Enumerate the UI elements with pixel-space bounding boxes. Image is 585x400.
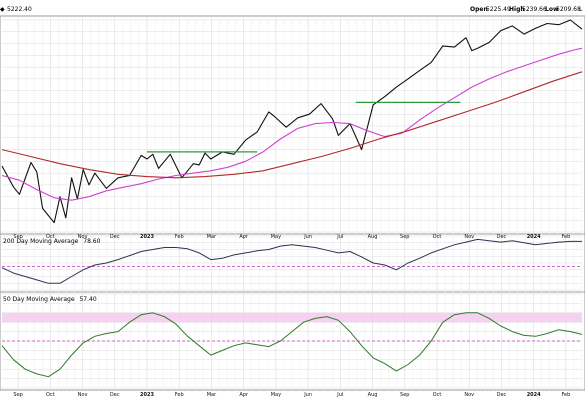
high-label: High bbox=[509, 6, 525, 13]
x-tick-label: Jun bbox=[303, 392, 312, 398]
x-tick-label: Nov bbox=[464, 392, 474, 398]
ind2-title: 50 Day Moving Average 57.40 bbox=[3, 296, 97, 303]
ind2-last-value: 57.40 bbox=[79, 296, 96, 303]
ind1-title: 200 Day Moving Average 78.60 bbox=[3, 238, 101, 245]
ind1-last-value: 78.60 bbox=[83, 238, 100, 245]
x-tick-label: Dec bbox=[497, 392, 507, 398]
x-tick-label: Oct bbox=[46, 234, 55, 240]
x-tick-label: Jun bbox=[303, 234, 312, 240]
x-tick-label: Aug bbox=[368, 392, 378, 398]
x-tick-label: 2024 bbox=[527, 392, 541, 398]
x-tick-label: Sep bbox=[400, 234, 409, 240]
series-lines bbox=[1, 19, 583, 378]
price-tag-arrow: ◆ bbox=[0, 6, 5, 13]
ind2-title-text: 50 Day Moving Average bbox=[3, 296, 75, 303]
x-tick-label: May bbox=[271, 234, 281, 240]
pct-above-50ma-line bbox=[1, 312, 583, 378]
price-tag: 5222.40 bbox=[7, 6, 32, 13]
x-tick-label: Oct bbox=[46, 392, 55, 398]
x-tick-label: Apr bbox=[239, 234, 249, 240]
x-tick-label: May bbox=[271, 392, 281, 398]
x-tick-label: Aug bbox=[368, 234, 378, 240]
x-tick-label: 2024 bbox=[527, 234, 541, 240]
open-label: Open bbox=[470, 6, 488, 13]
x-tick-label: Dec bbox=[110, 392, 120, 398]
x-tick-label: 2023 bbox=[140, 234, 154, 240]
x-axis-labels-price: Sep Oct Nov Dec 2023 Feb Mar Apr May Jun Jul Aug Sep… bbox=[13, 234, 570, 240]
x-tick-label: Feb bbox=[561, 392, 570, 398]
x-axis-labels-bottom: Sep Oct Nov Dec 2023 Feb Mar Apr May Jun Jul Aug Sep… bbox=[13, 392, 570, 398]
ohlc-readout: Open 5225.49 High 5239.66 Low 5209.68 L bbox=[470, 6, 583, 13]
x-tick-label: Sep bbox=[400, 392, 409, 398]
x-tick-label: Nov bbox=[464, 234, 474, 240]
x-tick-label: Nov bbox=[78, 392, 88, 398]
ma50-line bbox=[1, 47, 583, 201]
x-tick-label: Nov bbox=[78, 234, 88, 240]
trailing-label: L bbox=[579, 6, 583, 13]
x-tick-label: Jul bbox=[336, 234, 343, 240]
low-value: 5209.68 bbox=[556, 6, 581, 13]
low-label: Low bbox=[545, 6, 559, 13]
pct-above-200ma-line bbox=[1, 238, 582, 284]
x-tick-label: Mar bbox=[207, 392, 217, 398]
x-tick-label: Oct bbox=[433, 234, 442, 240]
ind1-title-text: 200 Day Moving Average bbox=[3, 238, 79, 245]
x-tick-label: Sep bbox=[13, 234, 22, 240]
x-tick-label: Oct bbox=[433, 392, 442, 398]
price-line bbox=[1, 19, 583, 224]
ma200-line bbox=[1, 71, 583, 179]
x-tick-label: Feb bbox=[175, 392, 184, 398]
price-panel-frame bbox=[0, 15, 585, 235]
high-value: 5239.66 bbox=[522, 6, 547, 13]
overbought-band bbox=[2, 312, 582, 323]
open-value: 5225.49 bbox=[486, 6, 511, 13]
x-tick-label: 2023 bbox=[140, 392, 154, 398]
x-tick-label: Apr bbox=[239, 392, 249, 398]
x-tick-label: Jul bbox=[336, 392, 343, 398]
x-tick-label: Mar bbox=[207, 234, 217, 240]
x-tick-label: Feb bbox=[561, 234, 570, 240]
x-tick-label: Feb bbox=[175, 234, 184, 240]
x-tick-label: Dec bbox=[110, 234, 120, 240]
x-tick-label: Sep bbox=[13, 392, 22, 398]
overbought-band-rect bbox=[2, 312, 582, 323]
x-tick-label: Dec bbox=[497, 234, 507, 240]
